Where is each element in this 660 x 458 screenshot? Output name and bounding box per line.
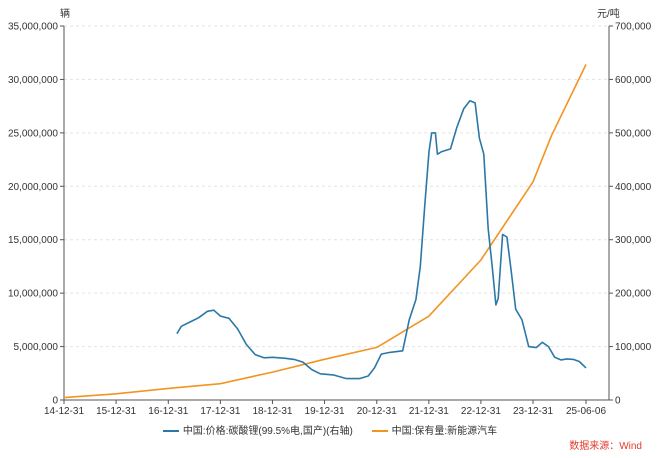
x-tick-label: 17-12-31 bbox=[200, 406, 240, 417]
x-tick-label: 20-12-31 bbox=[357, 406, 397, 417]
left-tick-label: 30,000,000 bbox=[8, 75, 58, 86]
x-axis-ticks: 14-12-31 15-12-31 16-12-31 17-12-31 18-12-31… bbox=[44, 400, 606, 417]
nev-stock-line bbox=[63, 64, 587, 399]
left-tick-label: 35,000,000 bbox=[8, 22, 58, 33]
x-tick-label: 15-12-31 bbox=[96, 406, 136, 417]
right-axis-ticks: 0 100,000 200,000 300,000 400,000 500,000 600,… bbox=[609, 22, 652, 407]
data-source: 数据来源：Wind bbox=[569, 441, 642, 452]
grid-lines bbox=[64, 25, 609, 348]
lithium-price-line bbox=[176, 100, 587, 380]
left-tick-label: 0 bbox=[52, 396, 58, 407]
x-tick-label: 22-12-31 bbox=[461, 406, 501, 417]
x-tick-label: 25-06-06 bbox=[566, 406, 606, 417]
right-tick-label: 600,000 bbox=[615, 75, 652, 86]
left-tick-label: 5,000,000 bbox=[14, 342, 59, 353]
right-tick-label: 400,000 bbox=[615, 182, 652, 193]
legend-item-lithium-price[interactable]: 中国:价格:碳酸锂(99.5%电,国产)(右轴) bbox=[162, 422, 353, 437]
legend-swatch-nev-stock bbox=[371, 430, 388, 433]
legend: 中国:价格:碳酸锂(99.5%电,国产)(右轴) 中国:保有量:新能源汽车 bbox=[0, 422, 660, 437]
legend-label-nev-stock: 中国:保有量:新能源汽车 bbox=[391, 426, 498, 437]
x-tick-label: 16-12-31 bbox=[148, 406, 188, 417]
left-tick-label: 20,000,000 bbox=[8, 182, 58, 193]
x-tick-label: 18-12-31 bbox=[252, 406, 292, 417]
left-axis-unit: 辆 bbox=[60, 7, 70, 20]
right-tick-label: 200,000 bbox=[615, 289, 652, 300]
legend-item-nev-stock[interactable]: 中国:保有量:新能源汽车 bbox=[371, 422, 498, 437]
series-layer bbox=[63, 64, 587, 399]
right-axis-unit: 元/吨 bbox=[597, 7, 620, 20]
right-tick-label: 300,000 bbox=[615, 235, 652, 246]
x-tick-label: 21-12-31 bbox=[409, 406, 449, 417]
right-tick-label: 0 bbox=[615, 396, 621, 407]
x-tick-label: 19-12-31 bbox=[305, 406, 345, 417]
legend-swatch-lithium-price bbox=[162, 430, 179, 433]
right-tick-label: 500,000 bbox=[615, 128, 652, 139]
left-tick-label: 15,000,000 bbox=[8, 235, 58, 246]
right-tick-label: 700,000 bbox=[615, 22, 652, 33]
x-tick-label: 23-12-31 bbox=[513, 406, 553, 417]
left-tick-label: 25,000,000 bbox=[8, 128, 58, 139]
right-tick-label: 100,000 bbox=[615, 342, 652, 353]
legend-label-lithium-price: 中国:价格:碳酸锂(99.5%电,国产)(右轴) bbox=[182, 426, 353, 437]
left-axis-ticks: 0 5,000,000 10,000,000 15,000,000 20,000,000… bbox=[8, 22, 64, 407]
x-tick-label: 14-12-31 bbox=[44, 406, 84, 417]
left-tick-label: 10,000,000 bbox=[8, 289, 58, 300]
